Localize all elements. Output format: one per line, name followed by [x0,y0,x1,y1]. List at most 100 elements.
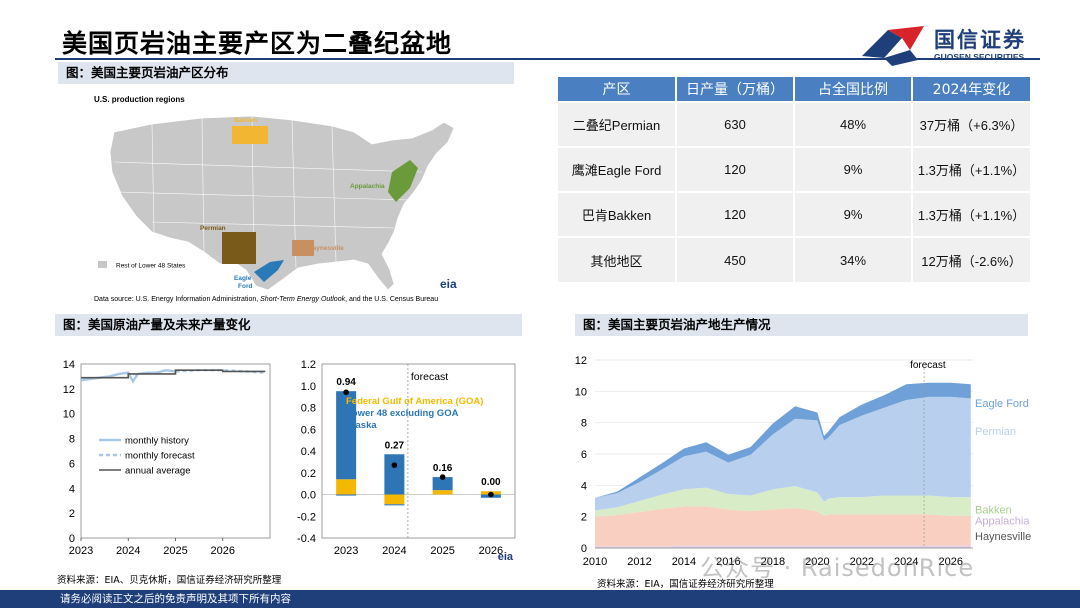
logo-mark-icon [862,26,924,66]
bar-segment [336,479,357,495]
map-source: Data source: U.S. Energy Information Adm… [94,296,439,303]
regions-section-title: 图：美国主要页岩油产地生产情况 [575,314,1028,336]
cell: 1.3万桶（+1.1%） [912,191,1030,237]
eagle-label: Eagle [234,275,252,282]
permian-label: Permian [200,225,226,232]
cell: 巴肯Bakken [558,191,677,237]
production-change-bar-chart: -0.4 -0.2 0.0 0.2 0.4 0.6 0.8 1.0 1.2 forecast 0.9… [297,359,516,562]
total-marker [391,462,398,468]
y-tick-label: 0.4 [301,446,316,458]
total-marker [343,389,349,396]
x-tick-label: 2025 [430,545,454,557]
x-tick-label: 2024 [894,556,918,568]
table-row: 鹰滩Eagle Ford 120 9% 1.3万桶（+1.1%） [558,146,1030,192]
x-tick-label: 2026 [939,556,963,568]
bar-segment [336,494,357,496]
series-label-0: Haynesville [975,531,1031,543]
haynesville-region [292,240,314,256]
x-tick-label: 2023 [334,545,358,557]
appalachia-region [388,160,418,202]
y-tick-label: 10 [575,386,587,398]
x-tick-label: 2010 [583,556,607,568]
cell: 630 [676,101,795,147]
cell: 其他地区 [558,236,677,282]
cell: 12万桶（-2.6%） [912,236,1030,282]
map-section-title: 图：美国主要页岩油产区分布 [58,62,514,84]
permian-region [222,232,256,264]
y-tick-label: 1.0 [301,381,316,393]
y-tick-label: 12 [575,355,587,367]
bar-segment [384,454,405,495]
y-tick-label: 4 [581,480,587,492]
total-label: 0.94 [336,377,356,388]
series-label-5: Eagle Ford [975,398,1029,410]
y-tick-label: 2 [69,508,75,520]
eia-chart-logo: eia [498,551,514,562]
legend-swatch [98,261,107,268]
x-tick-label: 2024 [116,545,140,557]
cell: 120 [676,146,795,192]
total-label: 0.16 [433,463,453,474]
cell: 48% [794,101,913,147]
y-tick-label: 14 [63,359,75,371]
eia-chart-logo: eia [1006,568,1023,570]
cell: 9% [794,146,913,192]
plot-frame [321,363,516,539]
header-region: 产区 [558,77,677,102]
right-source-note: 资料来源：EIA，国信证券经济研究所整理 [597,579,774,590]
y-tick-label: 0 [69,533,75,545]
x-tick-label: 2026 [479,545,503,557]
us-states-shape [109,115,455,291]
forecast-label: forecast [411,371,448,383]
y-tick-label: 0.0 [301,490,316,502]
legend-label-1: monthly forecast [125,451,195,462]
shale-region-area-chart: 0 2 4 6 8 10 12 2010 2012 2014 2016 2018 2020 2022 202… [575,355,1032,570]
x-tick-label: 2014 [672,556,696,568]
series-line-2 [81,369,266,379]
bar-segment [384,504,405,506]
left-source-note: 资料来源：EIA、贝克休斯，国信证券经济研究所整理 [57,575,282,586]
cell: 34% [794,236,913,282]
bar-segment [336,391,357,480]
header-share: 占全国比例 [794,77,913,102]
cell: 二叠纪Permian [558,101,677,147]
y-tick-label: 6 [581,449,587,461]
total-marker [439,474,446,480]
title-rule [55,58,1040,60]
logo-name: 国信证券 [934,28,1026,52]
crude-production-line-chart: 0 2 4 6 8 10 12 14 2023 2024 2025 2026 monthly histo… [63,359,271,557]
bakken-region [232,126,268,144]
legend-label-0: monthly history [125,436,189,447]
y-tick-label: 8 [69,434,75,446]
header-change: 2024年变化 [912,77,1030,102]
x-tick-label: 2012 [627,556,651,568]
company-logo: 国信证券 GUOSEN SECURITIES [858,20,1058,68]
legend-label-2: Alaska [346,420,377,431]
series-label-3: Bakken [975,505,1012,517]
regions-table: 产区 日产量（万桶） 占全国比例 2024年变化 二叠纪Permian 630 48… [558,77,1030,282]
area-series-4 [595,396,971,511]
x-tick-label: 2016 [716,556,740,568]
series-label-4: Permian [975,426,1016,438]
eia-map-logo: eia [440,277,457,291]
table-row: 巴肯Bakken 120 9% 1.3万桶（+1.1%） [558,191,1030,237]
logo-en: GUOSEN SECURITIES [934,52,1025,62]
bar-segment [384,494,405,505]
table-header-row: 产区 日产量（万桶） 占全国比例 2024年变化 [558,77,1030,102]
area-series-5 [595,382,971,498]
y-tick-label: 1.2 [301,359,316,371]
x-tick-label: 2025 [163,545,187,557]
footer-disclaimer: 请务必阅读正文之后的免责声明及其项下所有内容 [0,590,1080,608]
bar-segment [432,490,453,495]
y-tick-label: 10 [63,409,75,421]
table-row: 二叠纪Permian 630 48% 37万桶（+6.3%） [558,101,1030,147]
eagle-ford-region [254,260,284,282]
watermark: 公众号 · RaisedonRice [700,554,975,582]
bar-segment [432,477,453,491]
x-tick-label: 2024 [382,545,406,557]
y-tick-label: 4 [69,483,75,495]
area-series-3 [595,486,971,517]
header-output: 日产量（万桶） [676,77,795,102]
y-tick-label: 0.6 [301,424,316,436]
cell: 1.3万桶（+1.1%） [912,146,1030,192]
